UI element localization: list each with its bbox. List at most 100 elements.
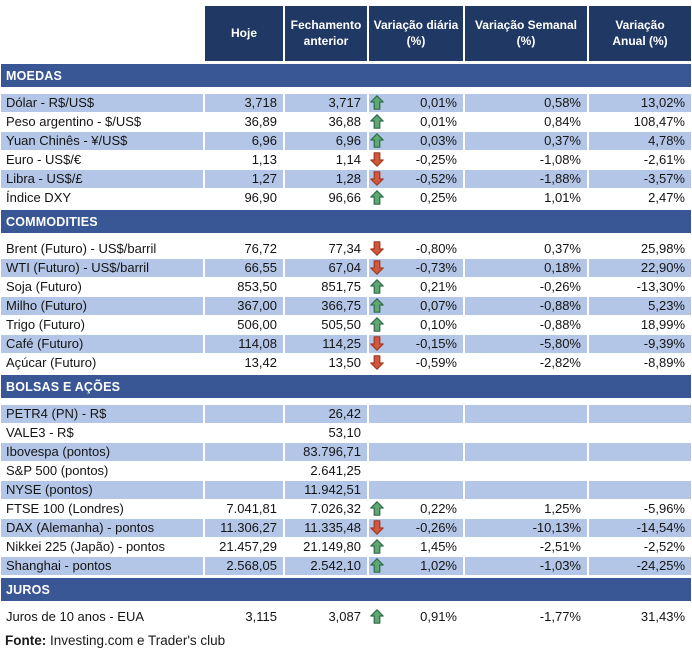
table-row: Libra - US$/£ 1,27 1,28 -0,52% -1,88% -3,57% [1,170,691,188]
row-label: VALE3 - R$ [6,425,74,440]
variacao-diaria-cell: 1,02% [369,557,463,575]
variacao-diaria-cell: 0,22% [369,500,463,518]
table-row: Yuan Chinês - ¥/US$ 6,96 6,96 0,03% 0,37% 4,7… [1,132,691,150]
row-label: Libra - US$/£ [1,170,203,188]
up-arrow-icon [370,609,384,624]
fechamento-anterior-value: 77,34 [328,241,361,256]
column-header-hoje: Hoje [205,6,283,61]
variacao-diaria-value: 1,02% [420,558,457,573]
variacao-diaria-value: -0,15% [415,336,457,351]
fechamento-anterior-value: 83.796,71 [285,443,367,461]
source-note: Fonte: Investing.com e Trader's club [1,633,691,648]
fechamento-anterior-value: 26,42 [285,405,367,423]
hoje-value: 36,89 [244,114,277,129]
hoje-value: 21.457,29 [219,539,277,554]
fechamento-anterior-value: 114,25 [285,335,367,353]
row-label: PETR4 (PN) - R$ [1,405,203,423]
variacao-diaria-cell: -0,26% [369,519,463,537]
table-row: Ibovespa (pontos) 83.796,71 [1,443,691,461]
down-arrow-icon [370,336,384,351]
variacao-semanal-value [465,462,587,480]
variacao-semanal-value: -1,08% [539,152,581,167]
hoje-value [205,405,283,423]
hoje-value [205,481,283,499]
up-arrow-icon [370,501,384,516]
variacao-semanal-value [465,443,587,461]
variacao-semanal-value: -2,51% [539,539,581,554]
variacao-diaria-value: 0,25% [420,190,457,205]
hoje-value: 6,96 [205,132,283,150]
variacao-semanal-value [465,424,587,442]
variacao-anual-value [589,405,691,423]
row-label: Ibovespa (pontos) [1,443,203,461]
column-header-variacao-semanal: Variação Semanal (%) [465,6,587,61]
variacao-diaria-value: -0,73% [415,260,457,275]
variacao-semanal-value: 0,84% [544,114,581,129]
up-arrow-icon [370,190,384,205]
hoje-value [205,424,283,442]
row-label: WTI (Futuro) - US$/barril [1,259,203,277]
variacao-semanal-value: -5,80% [465,335,587,353]
variacao-diaria-value: -0,26% [415,520,457,535]
fechamento-anterior-value: 96,66 [328,190,361,205]
fechamento-anterior-value: 11.335,48 [285,519,367,537]
table-row: WTI (Futuro) - US$/barril 66,55 67,04 -0,73… [1,259,691,277]
table-row: Café (Futuro) 114,08 114,25 -0,15% -5,80% -9,… [1,335,691,353]
variacao-diaria-value: 0,07% [420,298,457,313]
row-label: Euro - US$/€ [6,152,82,167]
hoje-value: 3,115 [245,609,277,624]
variacao-diaria-cell: 0,25% [369,189,463,207]
up-arrow-icon [370,558,384,573]
table-row: Shanghai - pontos 2.568,05 2.542,10 1,02% -1… [1,557,691,575]
source-label: Fonte: [5,633,47,648]
fechamento-anterior-value: 2.542,10 [285,557,367,575]
variacao-anual-value [589,424,691,442]
hoje-value: 506,00 [237,317,277,332]
variacao-anual-value: -24,25% [589,557,691,575]
variacao-anual-value: -8,89% [643,355,685,370]
variacao-diaria-value: 0,10% [420,317,457,332]
fechamento-anterior-value: 53,10 [328,425,361,440]
variacao-diaria-cell: -0,15% [369,335,463,353]
column-header-variacao-diaria: Variação diária (%) [369,6,463,61]
variacao-semanal-value: -1,77% [539,609,581,624]
row-label: Yuan Chinês - ¥/US$ [1,132,203,150]
variacao-diaria-value: 0,22% [420,501,457,516]
fechamento-anterior-value: 3,717 [285,94,367,112]
down-arrow-icon [370,355,384,370]
down-arrow-icon [370,152,384,167]
variacao-anual-value: -9,39% [589,335,691,353]
row-label: NYSE (pontos) [1,481,203,499]
variacao-diaria-value: 0,91% [420,609,457,624]
variacao-diaria-cell [369,405,463,423]
hoje-value: 1,13 [251,152,277,167]
table-header-row: Hoje Fechamento anterior Variação diária… [1,6,691,61]
up-arrow-icon [370,298,384,313]
up-arrow-icon [370,114,384,129]
up-arrow-icon [370,95,384,110]
row-label: DAX (Alemanha) - pontos [1,519,203,537]
table-row: FTSE 100 (Londres) 7.041,81 7.026,32 0,22% 1… [1,500,691,518]
variacao-anual-value: -13,30% [636,279,685,294]
fechamento-anterior-value: 505,50 [321,317,361,332]
market-report: Hoje Fechamento anterior Variação diária… [1,6,691,648]
section-header-commodities: COMMODITIES [1,210,691,233]
row-label: Açúcar (Futuro) [6,355,97,370]
variacao-diaria-cell: 0,01% [369,94,463,112]
hoje-value: 13,42 [244,355,277,370]
variacao-semanal-value: 0,37% [544,241,581,256]
variacao-anual-value: 18,99% [640,317,685,332]
variacao-anual-value: -2,61% [643,152,685,167]
table-row: NYSE (pontos) 11.942,51 [1,481,691,499]
variacao-semanal-value: 1,01% [544,190,581,205]
up-arrow-icon [370,279,384,294]
fechamento-anterior-value: 6,96 [285,132,367,150]
fechamento-anterior-value: 851,75 [321,279,361,294]
fechamento-anterior-value: 7.026,32 [310,501,361,516]
variacao-diaria-cell: 0,21% [369,278,463,296]
table-row: Juros de 10 anos - EUA 3,115 3,087 0,91% -1,… [1,608,691,626]
hoje-value: 96,90 [244,190,277,205]
fechamento-anterior-value: 1,14 [335,152,361,167]
row-label: Nikkei 225 (Japão) - pontos [6,539,165,554]
section-header-bolsas-e-acoes: BOLSAS E AÇÕES [1,375,691,398]
